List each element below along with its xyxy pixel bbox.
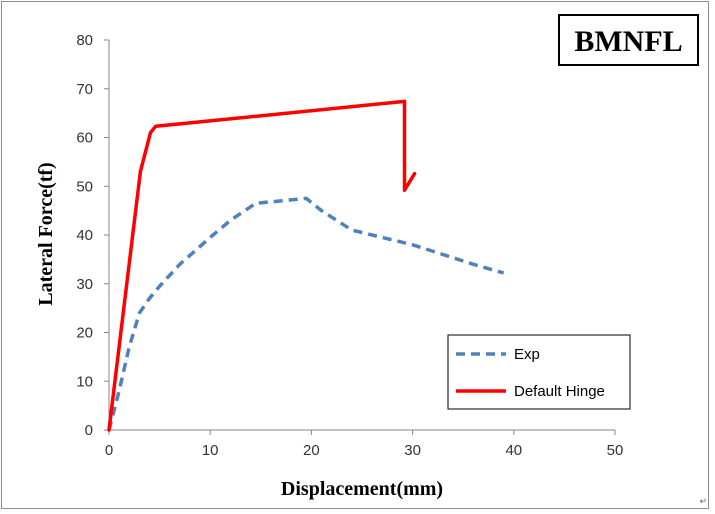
y-tick-label: 10	[76, 373, 93, 390]
y-axis-title: Lateral Force(tf)	[35, 162, 57, 305]
x-tick-label: 40	[505, 442, 522, 459]
chart-title-box: BMNFL	[558, 14, 699, 66]
y-tick-label: 70	[76, 81, 93, 98]
x-tick-label: 20	[303, 442, 320, 459]
series-line-exp	[107, 196, 505, 431]
y-tick-label: 0	[85, 422, 93, 439]
legend-label-default-hinge: Default Hinge	[514, 383, 605, 400]
x-tick-label: 50	[607, 442, 624, 459]
series-line-default-hinge	[107, 99, 417, 432]
y-tick-label: 40	[76, 227, 93, 244]
x-tick-label: 10	[202, 442, 219, 459]
legend: Exp Default Hinge	[447, 334, 631, 410]
y-tick-label: 80	[76, 32, 93, 49]
y-tick-label: 20	[76, 325, 93, 342]
y-tick-label: 50	[76, 178, 93, 195]
series-layer	[107, 99, 505, 432]
chart-title: BMNFL	[574, 25, 682, 58]
x-axis-title: Displacement(mm)	[281, 478, 443, 500]
legend-box	[447, 334, 631, 410]
corner-mark: ↵	[699, 497, 707, 507]
y-tick-label: 60	[76, 130, 93, 147]
chart: 0 10 20 30 40 50 60 70 80 0 10 20 30 40 50 BMNFL Displ…	[35, 14, 699, 500]
legend-label-exp: Exp	[514, 346, 540, 363]
y-tick-label: 30	[76, 276, 93, 293]
chart-frame: 0 10 20 30 40 50 60 70 80 0 10 20 30 40 50 BMNFL Displ…	[1, 1, 709, 509]
x-tick-label: 0	[105, 442, 113, 459]
x-tick-label: 30	[404, 442, 421, 459]
tick-labels: 0 10 20 30 40 50 60 70 80 0 10 20 30 40 50	[76, 32, 623, 459]
chart-title-border	[558, 14, 699, 66]
